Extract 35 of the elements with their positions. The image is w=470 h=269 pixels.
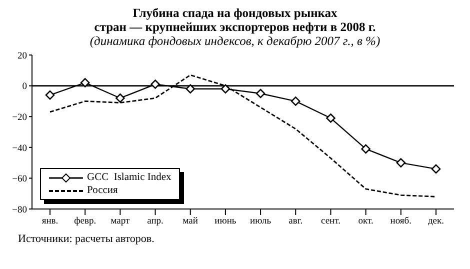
point: [256, 88, 266, 98]
point: [361, 144, 370, 154]
point: [220, 84, 230, 94]
x-tick-label: март: [110, 216, 130, 227]
x-tick-label: янв.: [42, 216, 58, 227]
x-tick-label: февр.: [74, 216, 96, 227]
point: [396, 158, 406, 168]
point: [116, 93, 125, 103]
x-tick-label: окт.: [358, 216, 374, 227]
legend-label: Россия: [87, 185, 118, 196]
y-tick-label: 0: [22, 82, 28, 92]
text: Источники: расчеты авторов.: [18, 233, 156, 245]
legend-label: GCC Islamic Index: [87, 172, 172, 183]
y-tick-label: −80: [12, 205, 28, 216]
x-tick-label: авг.: [288, 216, 303, 227]
y-tick-label: −20: [12, 112, 28, 123]
point: [326, 113, 336, 123]
point: [290, 96, 300, 106]
x-tick-label: июнь: [214, 216, 237, 227]
x-tick-label: дек.: [428, 216, 444, 227]
y-tick-label: 20: [18, 51, 28, 62]
x-tick-label: нояб.: [390, 216, 412, 227]
point: [45, 90, 55, 100]
chart-title: Глубина спада на фондовых рынках стран — крупнейших экспортеров нефти в 2008 г.: [93, 6, 377, 34]
x-tick-label: май: [182, 216, 198, 227]
y-tick-label: −40: [12, 144, 28, 154]
x-tick-label: апр.: [147, 216, 164, 227]
point: [431, 164, 441, 174]
point: [150, 80, 160, 89]
x-tick-label: сент.: [321, 216, 340, 227]
point: [186, 84, 196, 94]
y-tick-label: −60: [12, 174, 28, 185]
x-tick-label: июль: [250, 216, 272, 227]
point: [80, 78, 90, 88]
chart-subtitle: (динамика фондовых индексов, к декабрю 2007 г., в %): [88, 34, 382, 49]
